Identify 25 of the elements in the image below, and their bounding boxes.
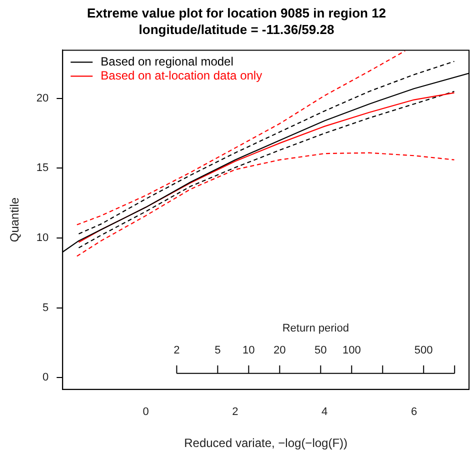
x-tick-label: 6: [410, 406, 418, 418]
x-tick-label: 2: [232, 406, 238, 418]
x2-tick-label: 5: [214, 344, 221, 356]
y-tick-label: 5: [42, 302, 49, 314]
y-tick-label: 15: [36, 162, 49, 174]
x-tick-label: 0: [142, 406, 149, 418]
line-series: [76, 152, 455, 257]
x2-tick-label: 20: [274, 344, 286, 356]
x-axis-title: Reduced variate, −log(−log(F)): [184, 436, 348, 450]
x2-tick-label: 2: [174, 344, 180, 356]
line-series: [76, 50, 406, 226]
y-axis-title: Quantile: [8, 197, 22, 242]
x2-tick-label: 10: [242, 344, 255, 356]
x2-tick-label: 500: [414, 344, 433, 356]
x2-axis-title: Return period: [282, 322, 349, 334]
y-tick-label: 10: [36, 232, 49, 244]
y-tick-label: 0: [42, 372, 49, 384]
legend-label: Based on at-location data only: [100, 68, 262, 83]
x-tick-label: 4: [322, 406, 328, 418]
y-tick-label: 20: [36, 92, 49, 104]
legend-label: Based on regional model: [100, 54, 234, 69]
chart-subtitle: longitude/latitude = -11.36/59.28: [138, 22, 334, 37]
x2-tick-label: 50: [314, 344, 327, 356]
chart-title: Extreme value plot for location 9085 in region 12: [86, 5, 386, 20]
x2-tick-label: 100: [342, 344, 361, 356]
